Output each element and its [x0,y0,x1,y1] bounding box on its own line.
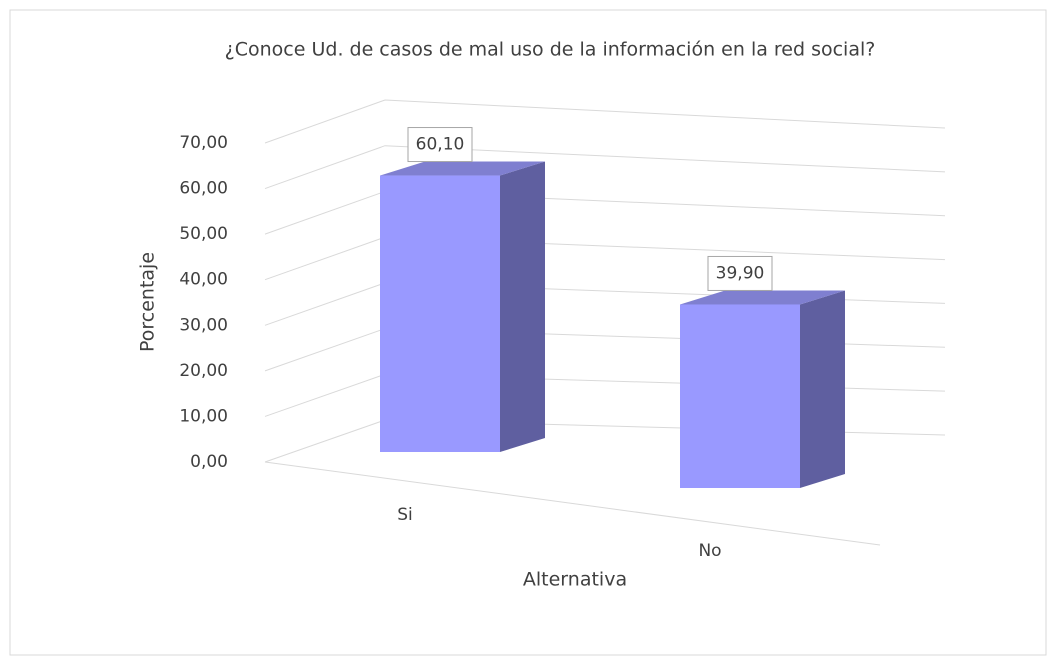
bar-side [800,290,845,488]
value-label: 60,10 [416,135,465,155]
bar-side [500,161,545,453]
x-tick-label: Si [397,505,413,525]
y-tick-label: 20,00 [179,361,228,381]
bar-top [680,290,845,305]
value-label-box [707,255,773,291]
value-label: 39,90 [716,263,765,283]
floor-edge [264,461,881,546]
bar-top [380,161,545,176]
grid-line [264,145,946,190]
y-tick-label: 70,00 [179,133,228,153]
grid-line [264,99,946,144]
x-tick-label: No [698,541,721,561]
value-label-box [407,127,473,163]
chart-title: ¿Conoce Ud. de casos de mal uso de la in… [225,39,876,61]
y-tick-label: 30,00 [179,315,228,335]
x-axis-title: Alternativa [523,569,627,591]
y-tick-label: 10,00 [179,406,228,426]
y-tick-label: 60,00 [179,179,228,199]
y-tick-label: 40,00 [179,270,228,290]
bar [680,304,800,488]
y-axis-title: Porcentaje [137,252,159,352]
y-tick-label: 50,00 [179,224,228,244]
y-tick-label: 0,00 [190,452,228,472]
bar [380,175,500,453]
